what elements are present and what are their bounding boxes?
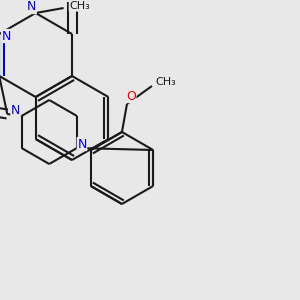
Text: O: O xyxy=(67,0,77,1)
Text: N: N xyxy=(11,103,20,116)
Text: CH₃: CH₃ xyxy=(156,77,176,87)
Text: N: N xyxy=(27,1,36,13)
Text: N: N xyxy=(2,29,11,43)
Text: N: N xyxy=(77,137,87,151)
Text: O: O xyxy=(126,89,136,103)
Text: CH₃: CH₃ xyxy=(69,1,90,11)
